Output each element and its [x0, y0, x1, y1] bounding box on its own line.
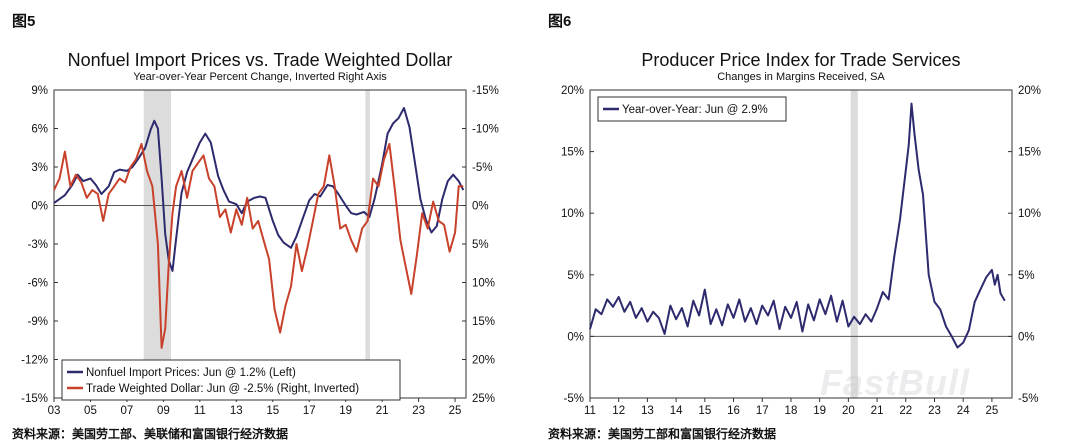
x-tick-label: 23 — [928, 405, 941, 417]
y-tick-label: -3% — [28, 239, 48, 251]
figure-label: 图5 — [12, 13, 36, 30]
x-tick-label: 21 — [871, 405, 884, 417]
chart-panel-right: 图6 Producer Price Index for Trade Servic… — [538, 0, 1076, 446]
x-tick-label: 17 — [756, 405, 769, 417]
x-tick-label: 12 — [612, 405, 625, 417]
chart-subtitle: Changes in Margins Received, SA — [717, 71, 885, 83]
y-tick-label: 3% — [31, 162, 48, 174]
chart-subtitle: Year-over-Year Percent Change, Inverted … — [133, 71, 387, 83]
chart-ppi-trade-services: Producer Price Index for Trade ServicesC… — [561, 50, 1041, 417]
series-line — [53, 107, 465, 272]
y2-tick-label: 20% — [472, 355, 495, 367]
y2-tick-label: 10% — [1018, 208, 1041, 220]
y2-tick-label: 0% — [472, 201, 489, 213]
x-tick-label: 18 — [785, 405, 798, 417]
series-line — [53, 142, 464, 349]
x-tick-label: 15 — [266, 405, 279, 417]
x-tick-label: 19 — [339, 405, 352, 417]
y2-tick-label: 15% — [1018, 147, 1041, 159]
legend-label: Year-over-Year: Jun @ 2.9% — [622, 104, 768, 116]
y2-tick-label: 25% — [472, 393, 495, 405]
x-tick-label: 09 — [157, 405, 170, 417]
x-tick-label: 16 — [727, 405, 740, 417]
legend-label: Trade Weighted Dollar: Jun @ -2.5% (Righ… — [86, 383, 359, 395]
y-tick-label: -5% — [564, 393, 584, 405]
x-tick-label: 07 — [121, 405, 134, 417]
y-tick-label: 0% — [567, 331, 584, 343]
y-tick-label: -6% — [28, 278, 48, 290]
x-tick-label: 13 — [641, 405, 654, 417]
x-tick-label: 03 — [48, 405, 61, 417]
y-tick-label: -15% — [21, 393, 48, 405]
y-tick-label: 5% — [567, 270, 584, 282]
plot-frame — [589, 89, 1013, 399]
plot-frame — [53, 89, 467, 399]
y2-tick-label: 5% — [1018, 270, 1035, 282]
x-tick-label: 22 — [899, 405, 912, 417]
source-note: 资料来源：美国劳工部和富国银行经济数据 — [548, 427, 777, 441]
x-tick-label: 15 — [698, 405, 711, 417]
recession-band — [850, 90, 858, 398]
x-tick-label: 17 — [303, 405, 316, 417]
x-tick-label: 05 — [84, 405, 97, 417]
x-tick-label: 21 — [376, 405, 389, 417]
y2-tick-label: -10% — [472, 124, 499, 136]
legend-box — [597, 96, 787, 122]
y-tick-label: 15% — [561, 147, 584, 159]
y2-tick-label: 5% — [472, 239, 489, 251]
x-tick-label: 20 — [842, 405, 855, 417]
x-tick-label: 13 — [230, 405, 243, 417]
figure-label: 图6 — [548, 13, 572, 30]
x-tick-label: 24 — [957, 405, 970, 417]
y2-tick-label: 10% — [472, 278, 495, 290]
y-tick-label: 20% — [561, 85, 584, 97]
y2-tick-label: -5% — [472, 162, 492, 174]
x-tick-label: 25 — [449, 405, 462, 417]
series-line — [589, 102, 1006, 349]
chart-title: Nonfuel Import Prices vs. Trade Weighted… — [68, 50, 453, 70]
source-note: 资料来源：美国劳工部、美联储和富国银行经济数据 — [12, 427, 289, 441]
y-tick-label: -12% — [21, 355, 48, 367]
x-tick-label: 14 — [670, 405, 683, 417]
y2-tick-label: 15% — [472, 316, 495, 328]
y-tick-label: -9% — [28, 316, 48, 328]
legend-label: Nonfuel Import Prices: Jun @ 1.2% (Left) — [86, 367, 296, 379]
y-tick-label: 0% — [31, 201, 48, 213]
y-tick-label: 6% — [31, 124, 48, 136]
y2-tick-label: 0% — [1018, 331, 1035, 343]
x-tick-label: 11 — [584, 405, 596, 417]
x-tick-label: 19 — [813, 405, 826, 417]
y2-tick-label: 20% — [1018, 85, 1041, 97]
watermark: FastBull — [820, 362, 971, 403]
legend-box — [61, 359, 401, 401]
y2-tick-label: -5% — [1018, 393, 1038, 405]
y-tick-label: 9% — [31, 85, 48, 97]
x-tick-label: 23 — [412, 405, 425, 417]
x-tick-label: 11 — [194, 405, 206, 417]
chart-nonfuel-import-prices: Nonfuel Import Prices vs. Trade Weighted… — [21, 50, 499, 417]
y2-tick-label: -15% — [472, 85, 499, 97]
x-tick-label: 25 — [986, 405, 999, 417]
y-tick-label: 10% — [561, 208, 584, 220]
chart-title: Producer Price Index for Trade Services — [641, 50, 960, 70]
recession-band — [365, 90, 370, 398]
chart-panel-left: 图5 Nonfuel Import Prices vs. Trade Weigh… — [12, 13, 499, 441]
